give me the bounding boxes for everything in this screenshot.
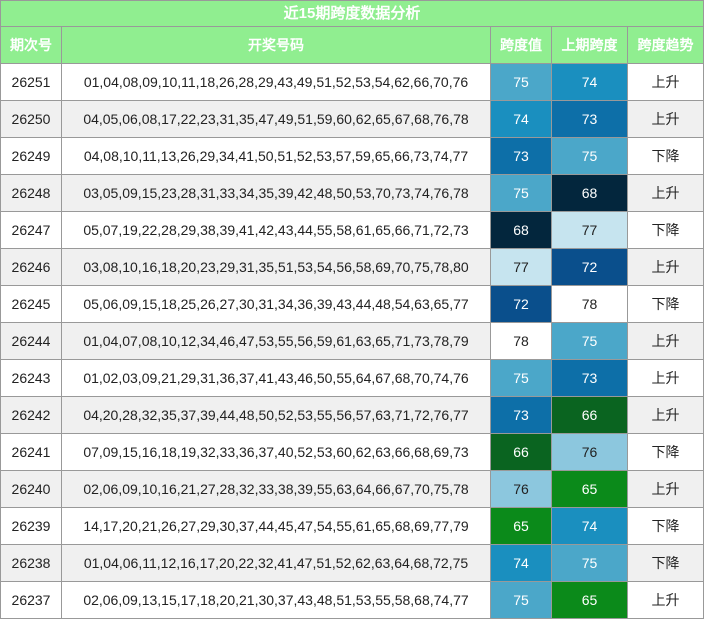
prev-span-cell: 66	[552, 397, 628, 434]
prev-span-cell: 65	[552, 582, 628, 619]
issue-cell: 26241	[1, 434, 62, 471]
table-row: 26248 03,05,09,15,23,28,31,33,34,35,39,42…	[1, 175, 704, 212]
span-cell: 73	[491, 138, 552, 175]
issue-cell: 26242	[1, 397, 62, 434]
issue-cell: 26239	[1, 508, 62, 545]
table-row: 26240 02,06,09,10,16,21,27,28,32,33,38,39…	[1, 471, 704, 508]
trend-cell: 上升	[628, 397, 704, 434]
issue-cell: 26250	[1, 101, 62, 138]
prev-span-cell: 75	[552, 545, 628, 582]
prev-span-cell: 68	[552, 175, 628, 212]
numbers-cell: 04,20,28,32,35,37,39,44,48,50,52,53,55,5…	[62, 397, 491, 434]
span-cell: 77	[491, 249, 552, 286]
table-row: 26247 05,07,19,22,28,29,38,39,41,42,43,44…	[1, 212, 704, 249]
trend-cell: 上升	[628, 175, 704, 212]
numbers-cell: 14,17,20,21,26,27,29,30,37,44,45,47,54,5…	[62, 508, 491, 545]
trend-cell: 上升	[628, 64, 704, 101]
column-header: 开奖号码	[62, 27, 491, 64]
span-cell: 68	[491, 212, 552, 249]
table-body: 26251 01,04,08,09,10,11,18,26,28,29,43,49…	[1, 64, 704, 619]
column-header: 跨度趋势	[628, 27, 704, 64]
numbers-cell: 01,04,07,08,10,12,34,46,47,53,55,56,59,6…	[62, 323, 491, 360]
numbers-cell: 03,08,10,16,18,20,23,29,31,35,51,53,54,5…	[62, 249, 491, 286]
prev-span-cell: 74	[552, 64, 628, 101]
trend-cell: 下降	[628, 212, 704, 249]
table-row: 26241 07,09,15,16,18,19,32,33,36,37,40,52…	[1, 434, 704, 471]
numbers-cell: 05,07,19,22,28,29,38,39,41,42,43,44,55,5…	[62, 212, 491, 249]
header-row: 期次号 开奖号码 跨度值 上期跨度 跨度趋势	[1, 27, 704, 64]
table-row: 26239 14,17,20,21,26,27,29,30,37,44,45,47…	[1, 508, 704, 545]
table-title: 近15期跨度数据分析	[1, 1, 704, 27]
numbers-cell: 02,06,09,10,16,21,27,28,32,33,38,39,55,6…	[62, 471, 491, 508]
span-cell: 72	[491, 286, 552, 323]
prev-span-cell: 75	[552, 138, 628, 175]
span-cell: 65	[491, 508, 552, 545]
span-cell: 66	[491, 434, 552, 471]
trend-cell: 上升	[628, 360, 704, 397]
numbers-cell: 04,05,06,08,17,22,23,31,35,47,49,51,59,6…	[62, 101, 491, 138]
table-row: 26249 04,08,10,11,13,26,29,34,41,50,51,52…	[1, 138, 704, 175]
prev-span-cell: 72	[552, 249, 628, 286]
trend-cell: 下降	[628, 286, 704, 323]
trend-cell: 上升	[628, 471, 704, 508]
issue-cell: 26243	[1, 360, 62, 397]
span-cell: 78	[491, 323, 552, 360]
table-row: 26245 05,06,09,15,18,25,26,27,30,31,34,36…	[1, 286, 704, 323]
table-row: 26237 02,06,09,13,15,17,18,20,21,30,37,43…	[1, 582, 704, 619]
trend-cell: 下降	[628, 138, 704, 175]
issue-cell: 26247	[1, 212, 62, 249]
trend-cell: 上升	[628, 323, 704, 360]
prev-span-cell: 74	[552, 508, 628, 545]
issue-cell: 26249	[1, 138, 62, 175]
span-cell: 74	[491, 101, 552, 138]
span-cell: 75	[491, 582, 552, 619]
column-header: 期次号	[1, 27, 62, 64]
table-row: 26246 03,08,10,16,18,20,23,29,31,35,51,53…	[1, 249, 704, 286]
span-cell: 75	[491, 175, 552, 212]
span-cell: 75	[491, 360, 552, 397]
numbers-cell: 07,09,15,16,18,19,32,33,36,37,40,52,53,6…	[62, 434, 491, 471]
numbers-cell: 01,04,06,11,12,16,17,20,22,32,41,47,51,5…	[62, 545, 491, 582]
prev-span-cell: 78	[552, 286, 628, 323]
span-cell: 74	[491, 545, 552, 582]
column-header: 跨度值	[491, 27, 552, 64]
table-row: 26251 01,04,08,09,10,11,18,26,28,29,43,49…	[1, 64, 704, 101]
trend-cell: 下降	[628, 434, 704, 471]
prev-span-cell: 73	[552, 360, 628, 397]
table-row: 26242 04,20,28,32,35,37,39,44,48,50,52,53…	[1, 397, 704, 434]
table-row: 26244 01,04,07,08,10,12,34,46,47,53,55,56…	[1, 323, 704, 360]
issue-cell: 26246	[1, 249, 62, 286]
span-cell: 75	[491, 64, 552, 101]
issue-cell: 26240	[1, 471, 62, 508]
span-cell: 76	[491, 471, 552, 508]
issue-cell: 26251	[1, 64, 62, 101]
issue-cell: 26238	[1, 545, 62, 582]
numbers-cell: 02,06,09,13,15,17,18,20,21,30,37,43,48,5…	[62, 582, 491, 619]
prev-span-cell: 76	[552, 434, 628, 471]
trend-cell: 上升	[628, 582, 704, 619]
numbers-cell: 04,08,10,11,13,26,29,34,41,50,51,52,53,5…	[62, 138, 491, 175]
table-row: 26238 01,04,06,11,12,16,17,20,22,32,41,47…	[1, 545, 704, 582]
numbers-cell: 01,02,03,09,21,29,31,36,37,41,43,46,50,5…	[62, 360, 491, 397]
issue-cell: 26237	[1, 582, 62, 619]
trend-cell: 上升	[628, 249, 704, 286]
trend-cell: 下降	[628, 545, 704, 582]
numbers-cell: 01,04,08,09,10,11,18,26,28,29,43,49,51,5…	[62, 64, 491, 101]
column-header: 上期跨度	[552, 27, 628, 64]
trend-cell: 上升	[628, 101, 704, 138]
prev-span-cell: 65	[552, 471, 628, 508]
numbers-cell: 05,06,09,15,18,25,26,27,30,31,34,36,39,4…	[62, 286, 491, 323]
trend-cell: 下降	[628, 508, 704, 545]
table-row: 26250 04,05,06,08,17,22,23,31,35,47,49,51…	[1, 101, 704, 138]
prev-span-cell: 75	[552, 323, 628, 360]
span-cell: 73	[491, 397, 552, 434]
numbers-cell: 03,05,09,15,23,28,31,33,34,35,39,42,48,5…	[62, 175, 491, 212]
issue-cell: 26244	[1, 323, 62, 360]
issue-cell: 26248	[1, 175, 62, 212]
prev-span-cell: 73	[552, 101, 628, 138]
issue-cell: 26245	[1, 286, 62, 323]
prev-span-cell: 77	[552, 212, 628, 249]
table-row: 26243 01,02,03,09,21,29,31,36,37,41,43,46…	[1, 360, 704, 397]
